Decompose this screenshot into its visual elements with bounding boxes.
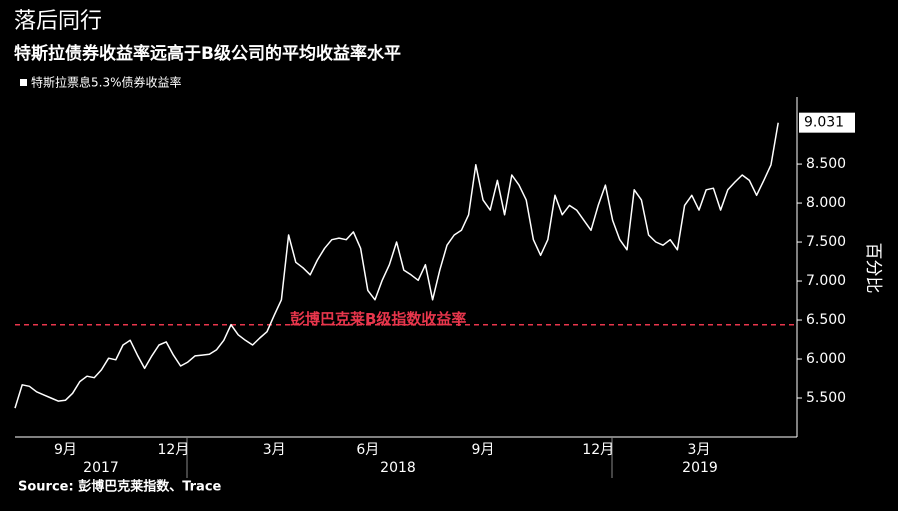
y-tick-label: 6.500 [806, 312, 846, 328]
line [14, 122, 779, 409]
value-label: 9.031 [804, 115, 844, 131]
source: Source: 彭博巴克莱指数、Trace [18, 479, 222, 495]
y-tick-label: 8.000 [806, 195, 846, 211]
x-tick-label: 12月 [157, 442, 189, 458]
value-label-box [799, 112, 855, 133]
x-tick-label: 6月 [356, 442, 379, 458]
y-tick-label: 8.500 [806, 156, 846, 172]
year-label: 2018 [380, 460, 416, 476]
x-tick-label: 3月 [688, 442, 711, 458]
y-tick-label: 5.500 [806, 390, 846, 406]
year-label: 2019 [682, 460, 718, 476]
y-tick-label: 7.500 [806, 234, 846, 250]
year-label: 2017 [83, 460, 119, 476]
x-tick-label: 9月 [472, 442, 495, 458]
y-axis-label: 百分比 [863, 243, 883, 294]
reference-label: 彭博巴克莱B级指数收益率 [290, 310, 466, 328]
legend-label: 特斯拉票息5.3%债券收益率 [31, 75, 182, 90]
x-tick-label: 3月 [263, 442, 286, 458]
legend-marker [20, 79, 27, 86]
chart-title: 落后同行 [14, 9, 102, 34]
chart-subtitle: 特斯拉债券收益率远高于B级公司的平均收益率水平 [14, 43, 401, 64]
y-tick-label: 6.000 [806, 351, 846, 367]
y-tick-label: 7.000 [806, 273, 846, 289]
x-tick-label: 12月 [582, 442, 614, 458]
x-tick-label: 9月 [54, 442, 77, 458]
